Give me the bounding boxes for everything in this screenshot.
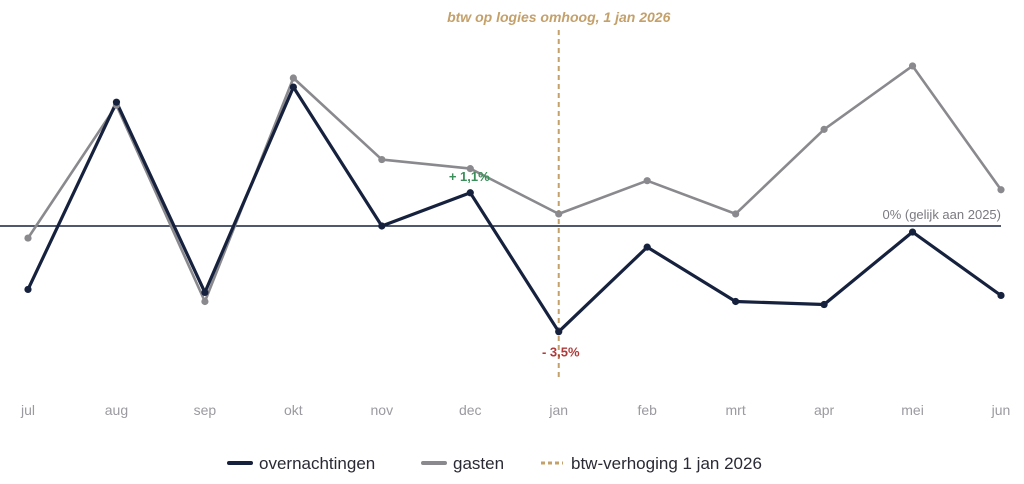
data-point-gasten-jul [24,234,32,242]
event-label: btw op logies omhoog, 1 jan 2026 [447,9,670,25]
legend-label-3: btw-verhoging 1 jan 2026 [571,454,762,473]
data-point-gasten-mrt [732,210,740,218]
data-point-overnachtingen-nov [378,222,386,230]
data-point-overnachtingen-apr [820,300,828,309]
x-tick-label-dec: dec [459,402,482,418]
data-point-overnachtingen-feb [643,243,651,251]
data-point-overnachtingen-okt [289,83,297,91]
data-point-overnachtingen-aug [112,98,121,106]
legend-label-2: gasten [453,454,504,473]
x-tick-label-feb: feb [637,402,657,418]
data-point-overnachtingen-sep [201,288,209,297]
x-tick-label-jun: jun [991,402,1011,418]
data-point-overnachtingen-jan [555,328,563,336]
data-point-gasten-jun [997,186,1005,194]
x-tick-label-jul: jul [20,402,35,418]
x-tick-label-jan: jan [548,402,568,418]
data-point-gasten-apr [820,125,828,133]
data-point-overnachtingen-dec [466,189,474,197]
series-line-overnachtingen [26,85,1003,334]
data-point-gasten-dec [466,165,474,173]
x-tick-label-mrt: mrt [726,402,746,418]
x-tick-label-nov: nov [371,402,394,418]
data-point-gasten-mei [908,62,917,70]
reference-line-label: 0% (gelijk aan 2025) [882,207,1001,222]
x-tick-label-apr: apr [814,402,835,418]
x-tick-label-aug: aug [105,402,128,418]
annotation-dec: + 1,1% [449,169,490,184]
data-point-gasten-feb [643,177,651,185]
x-tick-label-mei: mei [901,402,924,418]
data-point-overnachtingen-mrt [732,297,740,306]
data-point-overnachtingen-jun [997,291,1005,300]
data-point-gasten-nov [378,155,386,164]
series-line-gasten [26,64,1003,303]
data-point-gasten-okt [289,74,297,82]
data-point-overnachtingen-jul [24,285,32,294]
data-point-gasten-jan [555,210,563,218]
annotation-jan: - 3,5% [542,345,580,360]
x-tick-label-sep: sep [194,402,217,418]
data-point-gasten-sep [201,297,209,306]
legend-label-1: overnachtingen [259,454,375,473]
x-tick-label-okt: okt [284,402,303,418]
data-point-overnachtingen-mei [908,228,917,236]
